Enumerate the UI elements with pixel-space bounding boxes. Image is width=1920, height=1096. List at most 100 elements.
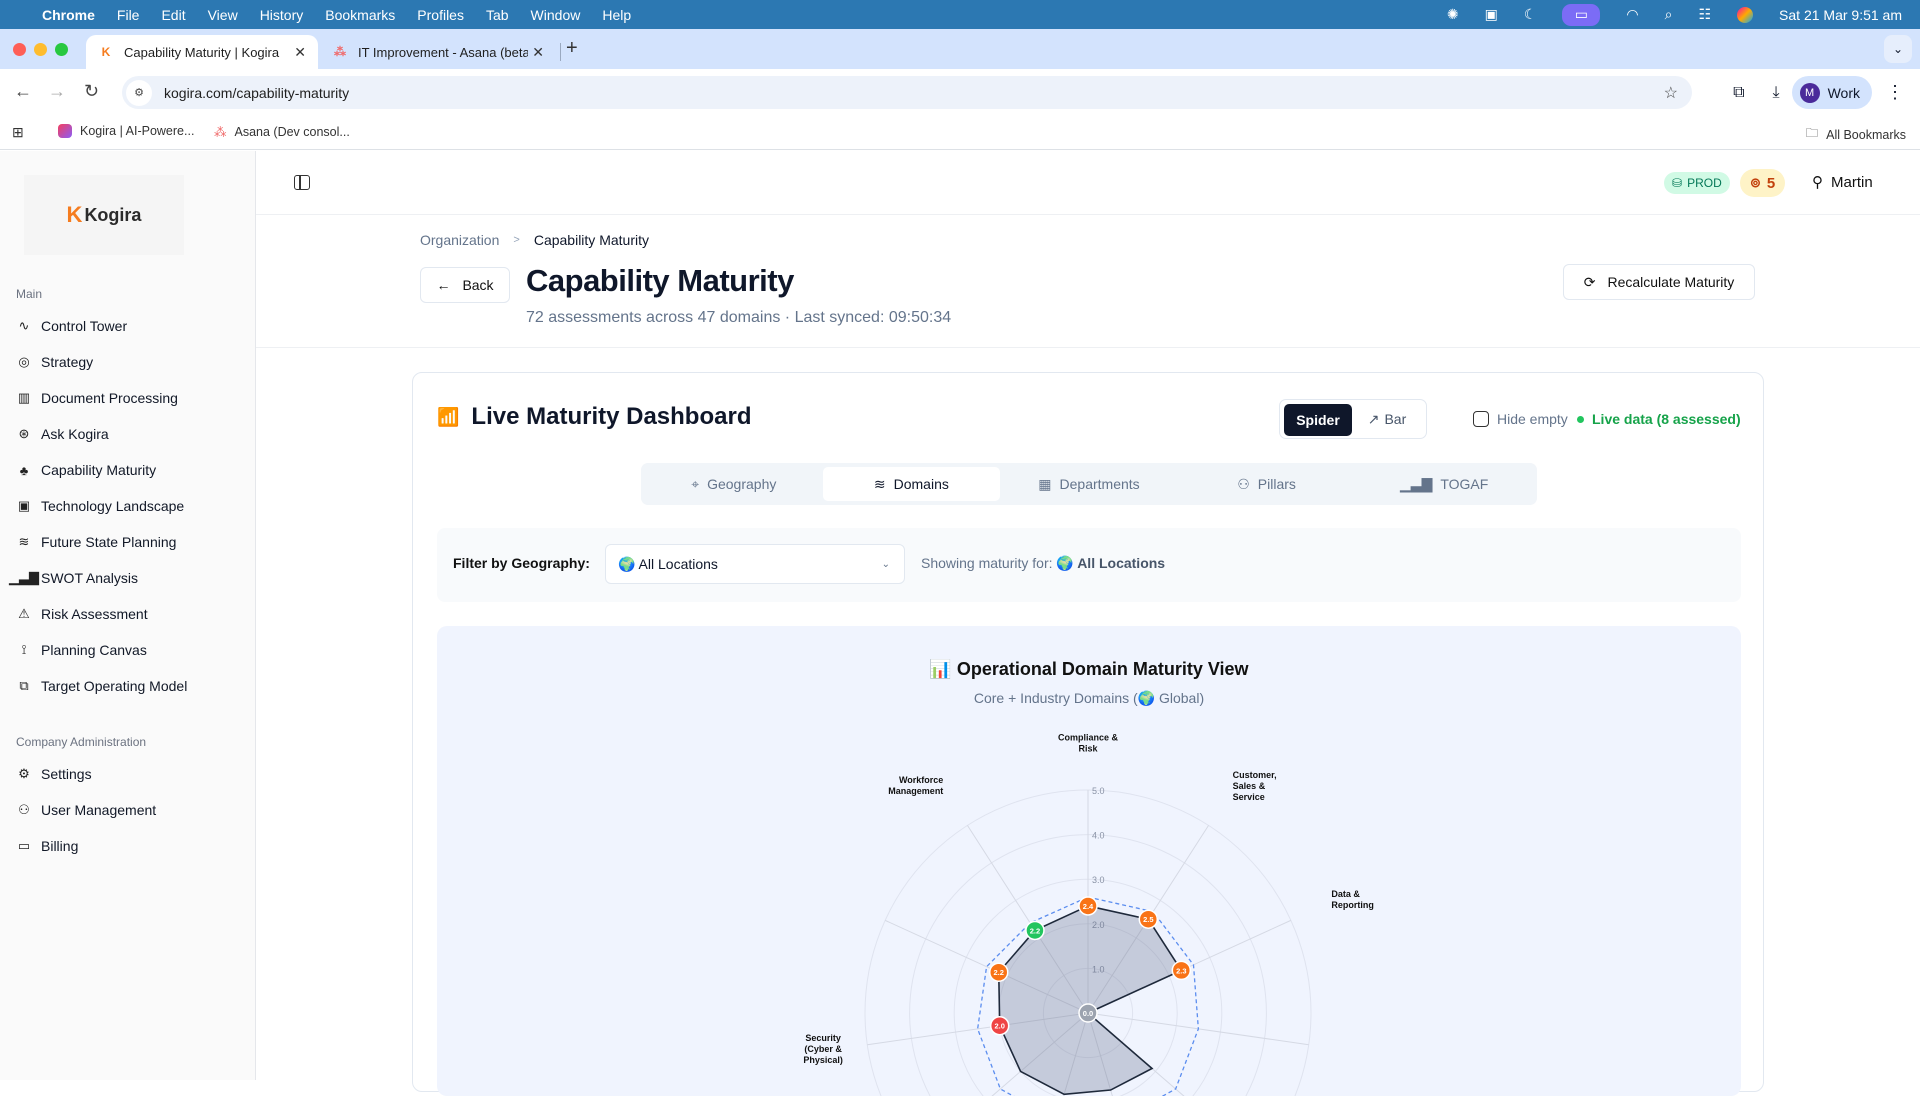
spotlight-search-icon[interactable]: ⌕ — [1664, 6, 1673, 22]
hide-empty-checkbox[interactable] — [1473, 411, 1489, 427]
bookmark-kogira[interactable]: Kogira | AI-Powere... — [58, 124, 194, 138]
briefcase-icon: ▥ — [17, 390, 31, 405]
sidebar-item-document-processing[interactable]: ▥ Document Processing — [16, 386, 178, 410]
menu-help[interactable]: Help — [602, 6, 632, 23]
avatar: M — [1799, 82, 1820, 103]
breadcrumb-organization[interactable]: Organization — [420, 232, 500, 248]
user-name: Martin — [1831, 173, 1873, 191]
svg-text:Reporting: Reporting — [1331, 900, 1374, 910]
menu-profiles[interactable]: Profiles — [417, 6, 464, 23]
svg-text:(Cyber &: (Cyber & — [804, 1044, 842, 1054]
tab-search-chevron-icon[interactable]: ⌄ — [1884, 35, 1912, 63]
sidebar-item-billing[interactable]: ▭ Billing — [16, 834, 79, 858]
cpu-icon: ▣ — [17, 498, 31, 513]
clock[interactable]: Sat 21 Mar 9:51 am — [1779, 6, 1902, 23]
sidebar-item-risk-assessment[interactable]: ⚠ Risk Assessment — [16, 602, 147, 626]
reload-icon[interactable]: ↻ — [84, 81, 100, 101]
tab-label: Domains — [893, 476, 949, 492]
menu-edit[interactable]: Edit — [161, 6, 186, 23]
back-button[interactable]: ← Back — [420, 267, 510, 303]
radar-chart: 1.0 2.0 3.0 4.0 5.0 Compliance &Risk Customer,… — [803, 732, 1374, 1096]
sidebar-item-strategy[interactable]: ◎ Strategy — [16, 350, 93, 374]
tab-departments[interactable]: ▦ Departments — [1000, 467, 1178, 501]
sidebar-item-target-operating-model[interactable]: ⧉ Target Operating Model — [16, 674, 187, 698]
bookmark-star-icon[interactable]: ☆ — [1663, 84, 1678, 102]
menu-app[interactable]: Chrome — [42, 6, 95, 23]
svg-text:0.0: 0.0 — [1083, 1009, 1093, 1018]
sidebar-item-technology-landscape[interactable]: ▣ Technology Landscape — [16, 494, 184, 518]
download-icon[interactable]: ⤓ — [1772, 83, 1780, 101]
siri-icon[interactable] — [1737, 6, 1754, 23]
moon-icon[interactable]: ☾ — [1523, 6, 1537, 22]
forward-arrow-icon[interactable]: → — [48, 81, 66, 101]
breadcrumb: Organization > Capability Maturity — [420, 232, 649, 248]
sidebar-item-future-state-planning[interactable]: ≋ Future State Planning — [16, 530, 177, 554]
back-label: Back — [462, 277, 494, 293]
sidebar-item-settings[interactable]: ⚙ Settings — [16, 762, 91, 786]
menu-file[interactable]: File — [116, 6, 140, 23]
nav-label: Planning Canvas — [41, 642, 147, 658]
layers-icon: ≋ — [18, 534, 30, 549]
showing-value: 🌍 All Locations — [1056, 555, 1166, 571]
kogira-logo[interactable]: K Kogira — [24, 175, 184, 255]
brightness-icon[interactable]: ✺ — [1446, 6, 1459, 22]
user-menu[interactable]: ⚲ Martin — [1812, 173, 1873, 192]
more-menu-icon[interactable]: ⋮ — [1886, 82, 1904, 102]
bar-chart-icon: 📶 — [437, 406, 460, 427]
menu-bookmarks[interactable]: Bookmarks — [325, 6, 396, 23]
close-window-button[interactable] — [13, 43, 26, 56]
maximize-window-button[interactable] — [55, 43, 68, 56]
svg-text:Sales &: Sales & — [1233, 781, 1266, 791]
svg-text:Management: Management — [888, 786, 943, 796]
target-icon: ◎ — [18, 354, 30, 369]
hide-empty-toggle[interactable]: Hide empty — [1473, 411, 1568, 427]
asana-favicon-icon: ⁂ — [334, 45, 346, 59]
chart-subtitle: Core + Industry Domains (🌍 Global) — [973, 690, 1205, 706]
sidebar-toggle-icon[interactable] — [294, 175, 310, 190]
sidebar-item-ask-kogira[interactable]: ⊛ Ask Kogira — [16, 422, 109, 446]
tab-domains[interactable]: ≋ Domains — [822, 467, 1001, 501]
menu-window[interactable]: Window — [530, 6, 581, 23]
credits-badge[interactable]: ⊚ 5 — [1740, 169, 1786, 197]
menu-tab[interactable]: Tab — [485, 6, 509, 23]
minimize-window-button[interactable] — [34, 43, 47, 56]
sidebar-item-control-tower[interactable]: ∿ Control Tower — [16, 314, 128, 338]
back-arrow-icon[interactable]: ← — [14, 81, 32, 101]
all-bookmarks[interactable]: 🗀 All Bookmarks — [1806, 124, 1906, 145]
bookmark-asana[interactable]: ⁂ Asana (Dev consol... — [214, 124, 350, 140]
asana-bookmark-icon: ⁂ — [214, 125, 227, 139]
camera-icon[interactable]: ▣ — [1484, 6, 1498, 22]
close-tab-icon[interactable]: ✕ — [532, 43, 544, 60]
extensions-icon[interactable]: ⧉ — [1733, 83, 1745, 101]
sidebar-item-swot-analysis[interactable]: ▁▃▇ SWOT Analysis — [9, 566, 138, 590]
recalculate-maturity-button[interactable]: ⟳ Recalculate Maturity — [1563, 264, 1755, 300]
sidebar-item-capability-maturity[interactable]: ♣ Capability Maturity — [16, 458, 156, 482]
tab-pillars[interactable]: ⚇ Pillars — [1178, 467, 1356, 501]
sidebar-item-planning-canvas[interactable]: ⟟ Planning Canvas — [16, 638, 147, 662]
new-tab-button[interactable]: + — [566, 37, 578, 59]
menu-history[interactable]: History — [259, 6, 304, 23]
sidebar-item-user-management[interactable]: ⚇ User Management — [16, 798, 156, 822]
tab-asana[interactable]: ⁂ IT Improvement - Asana (beta ✕ — [320, 35, 556, 69]
bar-view-button[interactable]: ↗ Bar — [1352, 404, 1422, 434]
tab-togaf[interactable]: ▁▃▇ TOGAF — [1355, 467, 1533, 501]
site-info-icon[interactable]: ⚙ — [126, 79, 152, 106]
apps-grid-icon[interactable]: ⊞ — [12, 124, 24, 140]
wifi-icon[interactable]: ◠ — [1626, 6, 1639, 22]
svg-text:2.4: 2.4 — [1083, 902, 1094, 911]
profile-button[interactable]: M Work — [1791, 76, 1872, 109]
spider-view-button[interactable]: Spider — [1284, 404, 1352, 436]
tab-label: Geography — [707, 476, 777, 492]
database-icon: ⛁ — [1672, 176, 1683, 190]
geography-select[interactable]: 🌍 All Locations ⌄ — [605, 544, 905, 584]
geography-select-value: 🌍 All Locations — [618, 555, 718, 572]
screen-mirror-icon[interactable]: ▭ — [1562, 3, 1601, 26]
tab-geography[interactable]: ⌖ Geography — [645, 467, 823, 501]
tab-capability-maturity[interactable]: K Capability Maturity | Kogira ✕ — [86, 35, 318, 69]
close-tab-icon[interactable]: ✕ — [294, 43, 306, 60]
address-bar[interactable]: ⚙ kogira.com/capability-maturity ☆ — [122, 76, 1692, 109]
control-center-icon[interactable]: ☷ — [1698, 6, 1712, 22]
refresh-icon: ⟳ — [1583, 273, 1596, 290]
menu-view[interactable]: View — [207, 6, 238, 23]
url-text[interactable]: kogira.com/capability-maturity — [164, 84, 350, 101]
